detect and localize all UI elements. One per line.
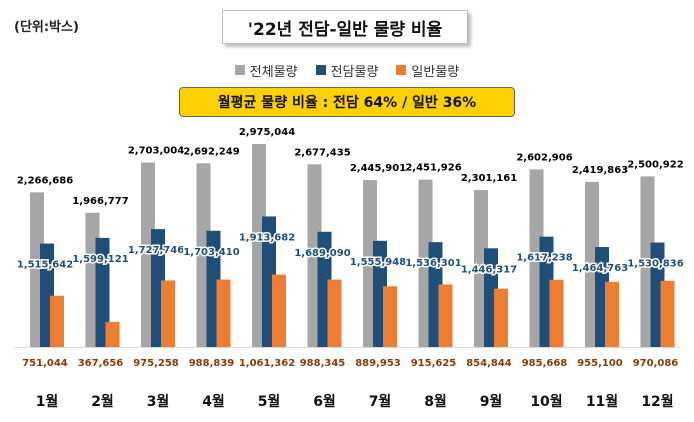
bar-general-10 [549,279,564,347]
data-label-total-3: 2,703,004 [128,146,184,157]
legend-label-dedicated: 전담물량 [330,64,379,80]
legend-item-total: 전체물량 [234,61,298,80]
data-label-general-3: 975,258 [133,358,179,369]
data-label-total-7: 2,445,901 [350,163,406,174]
bar-general-4 [216,279,231,347]
data-label-general-8: 915,625 [411,358,457,369]
unit-label: (단위:박스) [14,20,79,35]
x-tick-label-7: 7월 [369,393,392,410]
data-label-total-5: 2,975,044 [239,127,295,138]
data-label-dedicated-3: 1,727,746 [128,245,184,256]
data-label-general-12: 970,086 [633,358,679,369]
bar-general-5 [272,274,286,347]
x-tick-label-11: 11월 [586,393,618,410]
bar-general-9 [494,288,508,347]
x-tick-label-4: 4월 [202,393,225,410]
data-label-general-2: 367,656 [78,358,124,369]
data-label-dedicated-12: 1,530,836 [627,259,683,270]
data-label-total-9: 2,301,161 [461,173,517,184]
data-label-total-4: 2,692,249 [183,146,239,157]
data-label-total-6: 2,677,435 [294,147,350,158]
data-label-general-7: 889,953 [355,358,401,369]
x-tick-label-9: 9월 [480,393,503,410]
bar-general-7 [383,286,397,347]
bar-general-8 [438,284,453,347]
legend-item-general: 일반물량 [396,61,459,80]
x-tick-label-10: 10월 [530,393,562,410]
bar-dedicated-2 [95,237,110,347]
x-tick-label-6: 6월 [313,393,336,410]
bar-general-2 [105,321,120,347]
data-label-dedicated-6: 1,689,090 [294,248,350,259]
bar-general-1 [50,295,64,347]
legend-label-total: 전체물량 [249,64,298,80]
bar-general-3 [161,280,175,347]
data-label-dedicated-1: 1,515,642 [17,260,73,271]
legend-swatch-dedicated [315,65,326,75]
data-label-general-10: 985,668 [522,358,568,369]
data-label-total-10: 2,602,906 [516,152,572,163]
data-label-total-8: 2,451,926 [405,163,461,174]
data-label-dedicated-11: 1,464,763 [572,263,628,274]
bar-general-12 [660,280,675,347]
x-tick-label-8: 8월 [424,393,447,410]
data-label-general-4: 988,839 [189,358,235,369]
data-label-dedicated-9: 1,446,317 [461,264,517,275]
x-tick-label-12: 12월 [641,393,673,410]
legend-swatch-general [396,65,407,75]
data-label-dedicated-4: 1,703,410 [183,247,239,258]
legend-item-dedicated: 전담물량 [315,61,379,80]
chart-title: '22년 전담-일반 물량 비율 [222,10,468,44]
x-tick-label-1: 1월 [36,393,59,410]
data-label-dedicated-2: 1,599,121 [72,254,128,265]
x-tick-label-2: 2월 [91,393,114,410]
data-label-dedicated-5: 1,913,682 [239,232,295,243]
data-label-general-1: 751,044 [22,358,68,369]
legend: 전체물량 전담물량 일반물량 [0,60,694,80]
legend-swatch-total [234,65,245,75]
data-label-total-1: 2,266,686 [17,175,73,186]
ratio-banner: 월평균 물량 비율 : 전담 64% / 일반 36% [179,87,515,117]
data-label-general-6: 988,345 [300,358,346,369]
data-label-general-5: 1,061,362 [239,358,295,369]
data-label-total-2: 1,966,777 [72,196,128,207]
data-label-general-9: 854,844 [466,358,512,369]
data-label-general-11: 955,100 [577,358,623,369]
data-label-total-12: 2,500,922 [627,159,683,170]
x-tick-label-5: 5월 [258,393,281,410]
legend-label-general: 일반물량 [411,64,460,80]
bar-general-6 [327,279,342,347]
x-tick-label-3: 3월 [147,393,170,410]
data-label-total-11: 2,419,863 [572,165,628,176]
data-label-dedicated-8: 1,536,301 [405,258,461,269]
data-label-dedicated-7: 1,555,948 [350,257,406,268]
data-label-dedicated-10: 1,617,238 [516,253,572,264]
bar-general-11 [605,281,619,347]
